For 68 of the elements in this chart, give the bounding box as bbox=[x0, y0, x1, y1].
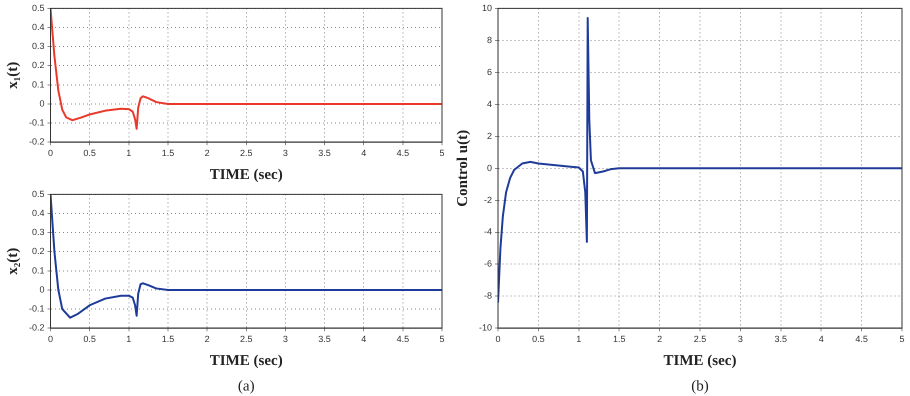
x-tick-label: 1 bbox=[126, 148, 132, 158]
x-tick-label: 4.5 bbox=[396, 334, 410, 344]
x-tick-label: 1.5 bbox=[162, 334, 174, 344]
x-axis-title: TIME (sec) bbox=[210, 166, 283, 183]
y-tick-label: 2 bbox=[486, 130, 492, 141]
y-tick-label: 0.1 bbox=[32, 265, 45, 276]
y-tick-label: 0 bbox=[39, 284, 45, 294]
y-tick-label: 6 bbox=[486, 66, 492, 77]
y-tick-label: 0.2 bbox=[32, 60, 45, 70]
y-tick-label: -8 bbox=[484, 290, 492, 301]
x-tick-label: 4 bbox=[361, 148, 366, 158]
x-axis-title: TIME (sec) bbox=[210, 352, 283, 369]
x-tick-label: 2 bbox=[204, 148, 210, 158]
x-tick-label: 1.5 bbox=[612, 334, 626, 344]
x-tick-label: 3 bbox=[282, 148, 288, 158]
x-tick-label: 4.5 bbox=[396, 148, 410, 158]
y-tick-label: -0.1 bbox=[28, 304, 45, 314]
x-tick-label: 4 bbox=[818, 334, 824, 344]
y-tick-label: 4 bbox=[486, 98, 492, 109]
x-tick-label: 0.5 bbox=[532, 334, 545, 344]
x-tick-label: 0.5 bbox=[83, 334, 96, 344]
y-tick-label: 0.5 bbox=[32, 188, 45, 199]
x-tick-label: 3.5 bbox=[318, 148, 331, 158]
y-tick-label: 0.3 bbox=[32, 227, 45, 238]
x-tick-label: 3.5 bbox=[318, 334, 331, 344]
y-tick-label: -10 bbox=[478, 322, 492, 333]
y-tick-label: 8 bbox=[486, 34, 492, 45]
y-tick-label: 0 bbox=[486, 162, 492, 173]
y-tick-label: 0.1 bbox=[32, 79, 45, 90]
x-tick-label: 2.5 bbox=[694, 334, 706, 344]
text: (b) bbox=[691, 378, 709, 394]
y-tick-label: 0.4 bbox=[32, 208, 45, 218]
x-tick-label: 0 bbox=[48, 148, 54, 158]
y-tick-label: 0 bbox=[39, 98, 45, 108]
y-axis-title: Control u(t) bbox=[454, 130, 471, 207]
y-axis-title: x₂(t) bbox=[4, 248, 21, 275]
x-axis-title: TIME (sec) bbox=[664, 352, 736, 369]
x-tick-label: 2.5 bbox=[240, 148, 253, 158]
x-tick-label: 3 bbox=[738, 334, 743, 344]
x-tick-label: 1.5 bbox=[162, 148, 174, 158]
x-tick-label: 1 bbox=[126, 334, 132, 344]
x-tick-label: 5 bbox=[899, 334, 905, 344]
x-tick-label: 3.5 bbox=[774, 334, 788, 344]
x-tick-label: 1 bbox=[576, 334, 582, 344]
y-tick-label: -2 bbox=[484, 194, 492, 205]
y-tick-label: 10 bbox=[482, 2, 492, 13]
y-tick-label: 0.5 bbox=[32, 2, 45, 13]
y-tick-label: -6 bbox=[484, 258, 492, 269]
x-tick-label: 4 bbox=[361, 334, 366, 344]
x-tick-label: 2 bbox=[657, 334, 662, 344]
y-tick-label: -0.1 bbox=[28, 118, 45, 128]
x-tick-label: 3 bbox=[282, 334, 288, 344]
text: (a) bbox=[238, 378, 255, 394]
x-tick-label: 0.5 bbox=[83, 148, 96, 158]
y-tick-label: -4 bbox=[484, 226, 492, 237]
y-axis-title: x₁(t) bbox=[4, 62, 21, 89]
x-tick-label: 2 bbox=[204, 334, 210, 344]
x-tick-label: 5 bbox=[439, 148, 445, 158]
x-tick-label: 0 bbox=[48, 334, 54, 344]
x-tick-label: 2.5 bbox=[240, 334, 253, 344]
y-tick-label: -0.2 bbox=[28, 136, 45, 147]
x-tick-label: 5 bbox=[439, 334, 445, 344]
y-tick-label: -0.2 bbox=[28, 322, 45, 333]
y-tick-label: 0.4 bbox=[32, 22, 45, 32]
y-tick-label: 0.2 bbox=[32, 246, 45, 256]
y-tick-label: 0.3 bbox=[32, 41, 45, 52]
x-tick-label: 4.5 bbox=[855, 334, 868, 344]
x-tick-label: 0 bbox=[496, 334, 501, 344]
